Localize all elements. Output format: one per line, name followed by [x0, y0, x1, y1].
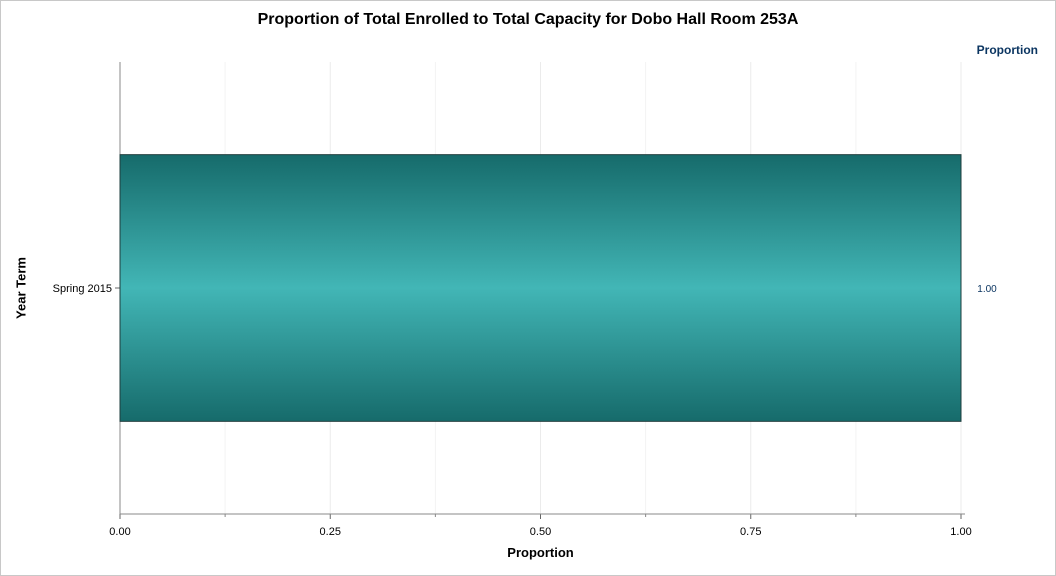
bar-value-label: 1.00 — [977, 284, 997, 295]
chart-title: Proportion of Total Enrolled to Total Ca… — [257, 11, 799, 28]
x-axis-label: Proportion — [507, 545, 574, 560]
x-tick-label: 0.00 — [109, 526, 130, 538]
x-tick-label: 0.75 — [740, 526, 761, 538]
x-tick-label: 1.00 — [950, 526, 971, 538]
x-tick-label: 0.50 — [530, 526, 551, 538]
bar — [119, 154, 962, 422]
x-tick-label: 0.25 — [320, 526, 341, 538]
value-column-header: Proportion — [976, 43, 1038, 57]
y-category-label: Spring 2015 — [53, 283, 112, 295]
